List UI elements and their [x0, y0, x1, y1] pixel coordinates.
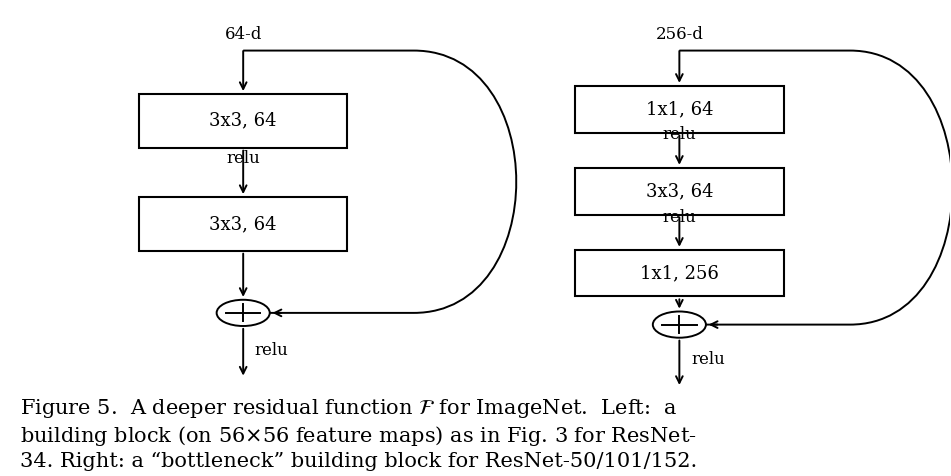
Text: relu: relu	[663, 209, 696, 226]
Text: 1x1, 256: 1x1, 256	[640, 264, 719, 282]
Text: 64-d: 64-d	[224, 26, 262, 43]
Text: 256-d: 256-d	[655, 26, 704, 43]
Bar	[575, 168, 784, 215]
Text: 3x3, 64: 3x3, 64	[209, 112, 277, 130]
Bar	[575, 86, 784, 132]
Text: Figure 5.  A deeper residual function $\mathcal{F}$ for ImageNet.  Left:  a: Figure 5. A deeper residual function $\m…	[20, 397, 677, 420]
Text: 34. Right: a “bottleneck” building block for ResNet-50/101/152.: 34. Right: a “bottleneck” building block…	[20, 452, 698, 471]
Text: building block (on 56$\times$56 feature maps) as in Fig. 3 for ResNet-: building block (on 56$\times$56 feature …	[20, 425, 697, 448]
Text: relu: relu	[226, 150, 260, 167]
Bar	[139, 94, 347, 148]
Bar	[139, 197, 347, 251]
Bar	[575, 249, 784, 297]
Text: relu: relu	[691, 351, 725, 368]
Text: relu: relu	[255, 342, 288, 359]
Text: 1x1, 64: 1x1, 64	[646, 100, 713, 118]
Text: 3x3, 64: 3x3, 64	[646, 182, 713, 200]
Text: 3x3, 64: 3x3, 64	[209, 215, 277, 233]
Text: relu: relu	[663, 127, 696, 143]
